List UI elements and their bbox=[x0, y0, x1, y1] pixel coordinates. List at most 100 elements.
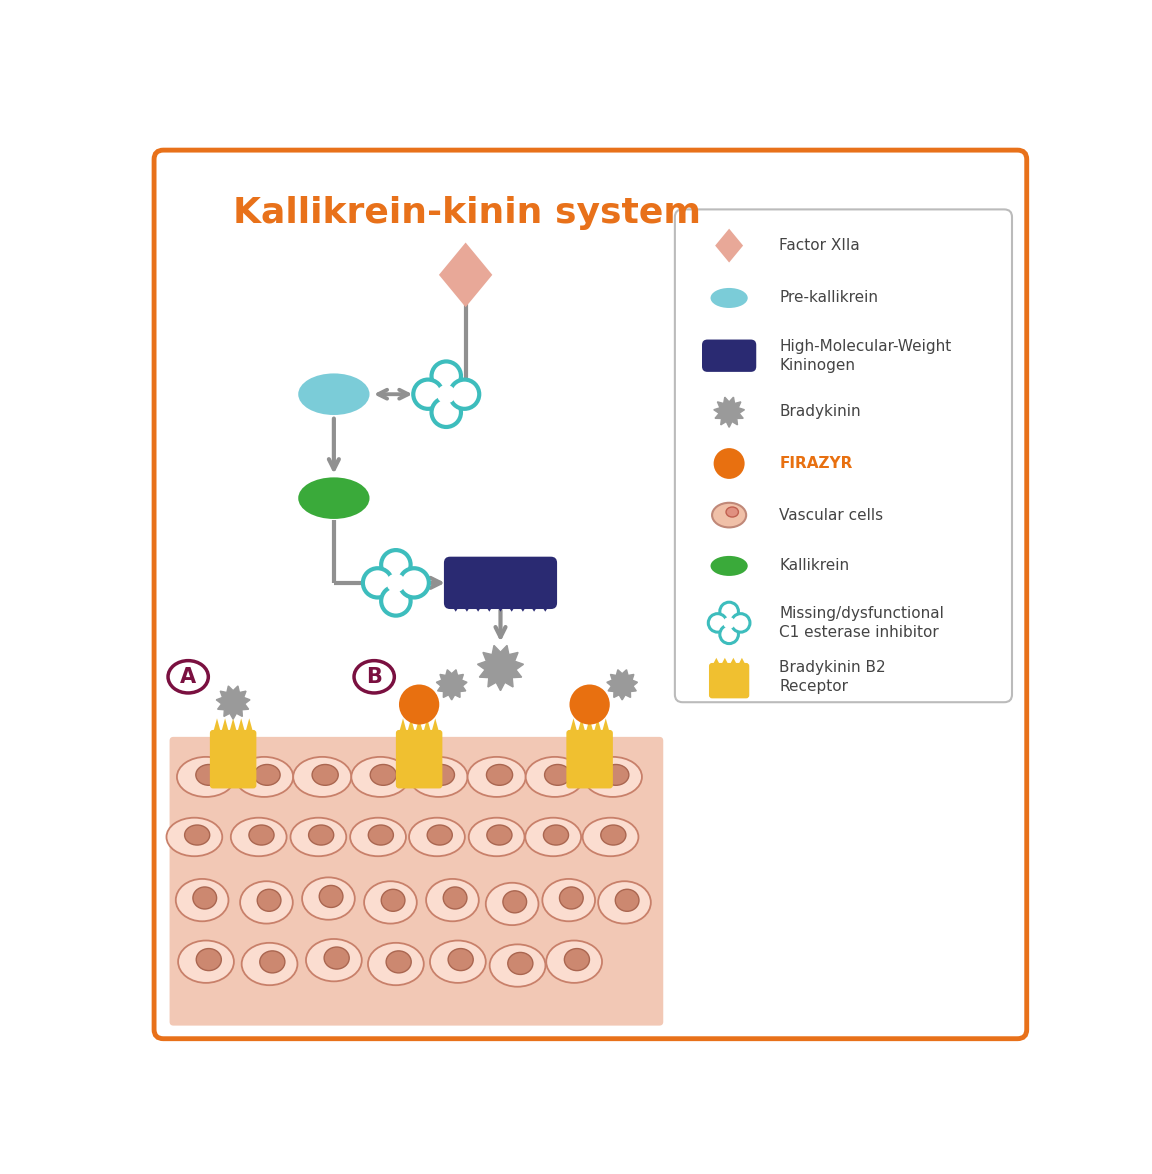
Ellipse shape bbox=[545, 764, 570, 785]
Text: Vascular cells: Vascular cells bbox=[780, 507, 884, 522]
Text: A: A bbox=[180, 667, 196, 687]
Circle shape bbox=[363, 568, 393, 598]
FancyBboxPatch shape bbox=[210, 730, 257, 789]
Circle shape bbox=[386, 573, 406, 592]
Ellipse shape bbox=[176, 879, 228, 922]
Ellipse shape bbox=[430, 940, 486, 983]
Ellipse shape bbox=[427, 825, 453, 845]
Ellipse shape bbox=[369, 825, 393, 845]
Ellipse shape bbox=[525, 757, 584, 797]
Ellipse shape bbox=[426, 879, 479, 922]
Ellipse shape bbox=[167, 818, 222, 856]
Polygon shape bbox=[437, 669, 467, 700]
Ellipse shape bbox=[196, 949, 221, 971]
Polygon shape bbox=[213, 718, 253, 737]
Ellipse shape bbox=[503, 891, 526, 913]
Polygon shape bbox=[569, 718, 609, 737]
Ellipse shape bbox=[429, 764, 455, 785]
Ellipse shape bbox=[508, 952, 533, 974]
Ellipse shape bbox=[615, 889, 639, 911]
Polygon shape bbox=[715, 229, 743, 263]
Circle shape bbox=[399, 684, 439, 724]
FancyBboxPatch shape bbox=[675, 209, 1011, 702]
Ellipse shape bbox=[444, 888, 467, 909]
Ellipse shape bbox=[469, 818, 524, 856]
Ellipse shape bbox=[598, 882, 651, 924]
Ellipse shape bbox=[302, 877, 355, 919]
Text: Factor XIIa: Factor XIIa bbox=[780, 238, 861, 254]
Ellipse shape bbox=[192, 888, 217, 909]
Ellipse shape bbox=[235, 757, 294, 797]
Ellipse shape bbox=[179, 940, 234, 983]
Ellipse shape bbox=[602, 764, 629, 785]
Ellipse shape bbox=[309, 825, 334, 845]
Polygon shape bbox=[450, 595, 551, 612]
Ellipse shape bbox=[544, 825, 569, 845]
Ellipse shape bbox=[177, 757, 235, 797]
Polygon shape bbox=[714, 397, 744, 427]
Ellipse shape bbox=[350, 818, 406, 856]
FancyBboxPatch shape bbox=[708, 663, 749, 699]
Ellipse shape bbox=[319, 885, 343, 908]
Ellipse shape bbox=[409, 818, 465, 856]
Ellipse shape bbox=[249, 825, 274, 845]
Ellipse shape bbox=[290, 818, 347, 856]
Circle shape bbox=[400, 568, 429, 598]
Ellipse shape bbox=[711, 556, 748, 576]
Ellipse shape bbox=[367, 943, 424, 985]
Ellipse shape bbox=[364, 882, 417, 924]
Polygon shape bbox=[607, 669, 637, 700]
Text: Pre-kallikrein: Pre-kallikrein bbox=[780, 290, 879, 305]
Ellipse shape bbox=[726, 507, 738, 517]
Ellipse shape bbox=[486, 764, 513, 785]
Circle shape bbox=[437, 385, 456, 404]
Ellipse shape bbox=[253, 764, 280, 785]
Ellipse shape bbox=[306, 939, 362, 981]
Ellipse shape bbox=[230, 818, 287, 856]
Ellipse shape bbox=[298, 373, 370, 414]
Text: High-Molecular-Weight
Kininogen: High-Molecular-Weight Kininogen bbox=[780, 338, 952, 373]
Ellipse shape bbox=[257, 889, 281, 911]
Circle shape bbox=[708, 614, 727, 632]
Circle shape bbox=[723, 618, 735, 629]
Circle shape bbox=[432, 398, 461, 427]
Ellipse shape bbox=[240, 882, 293, 924]
Ellipse shape bbox=[386, 951, 411, 973]
FancyBboxPatch shape bbox=[444, 556, 558, 609]
Ellipse shape bbox=[354, 661, 394, 693]
Ellipse shape bbox=[260, 951, 285, 973]
Circle shape bbox=[713, 448, 744, 479]
Circle shape bbox=[414, 379, 442, 409]
Circle shape bbox=[449, 379, 479, 409]
FancyBboxPatch shape bbox=[396, 730, 442, 789]
Ellipse shape bbox=[584, 757, 642, 797]
Circle shape bbox=[381, 551, 410, 579]
Polygon shape bbox=[399, 718, 439, 737]
Circle shape bbox=[381, 586, 410, 615]
Text: Kallikrein: Kallikrein bbox=[780, 559, 850, 573]
Circle shape bbox=[569, 684, 609, 724]
Ellipse shape bbox=[448, 949, 473, 971]
Text: Bradykinin: Bradykinin bbox=[780, 404, 862, 419]
Ellipse shape bbox=[298, 478, 370, 519]
Text: B: B bbox=[366, 667, 382, 687]
Ellipse shape bbox=[525, 818, 581, 856]
Ellipse shape bbox=[583, 818, 638, 856]
Ellipse shape bbox=[196, 764, 222, 785]
Circle shape bbox=[732, 614, 750, 632]
Ellipse shape bbox=[381, 889, 406, 911]
Ellipse shape bbox=[486, 883, 538, 925]
Ellipse shape bbox=[601, 825, 626, 845]
Ellipse shape bbox=[324, 947, 349, 969]
Polygon shape bbox=[217, 686, 250, 720]
Ellipse shape bbox=[370, 764, 396, 785]
FancyBboxPatch shape bbox=[702, 339, 756, 372]
Ellipse shape bbox=[168, 661, 209, 693]
Ellipse shape bbox=[242, 943, 297, 985]
Text: Bradykinin B2
Receptor: Bradykinin B2 Receptor bbox=[780, 660, 886, 694]
Ellipse shape bbox=[487, 825, 511, 845]
Ellipse shape bbox=[351, 757, 409, 797]
Circle shape bbox=[720, 602, 738, 621]
Ellipse shape bbox=[543, 879, 596, 922]
Ellipse shape bbox=[312, 764, 339, 785]
